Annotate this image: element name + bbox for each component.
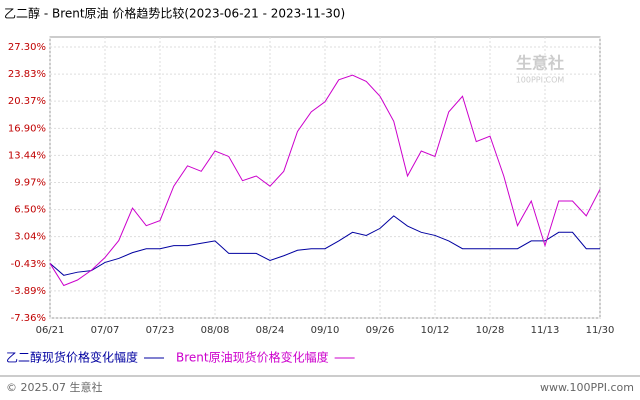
watermark-url: 100PPI.COM — [516, 76, 565, 85]
series-line — [49, 74, 601, 287]
x-tick-label: 07/07 — [91, 325, 120, 336]
x-tick-label: 11/30 — [586, 325, 615, 336]
y-tick-label: 6.50% — [14, 205, 46, 216]
x-tick-label: 11/13 — [531, 325, 560, 336]
legend-label: Brent原油现货价格变化幅度 — [176, 350, 329, 365]
x-tick-label: 09/10 — [311, 325, 340, 336]
series-line — [49, 215, 600, 276]
legend-label: 乙二醇现货价格变化幅度 — [6, 350, 138, 365]
y-tick-label: -3.89% — [11, 286, 46, 297]
x-tick-label: 08/24 — [256, 325, 285, 336]
x-tick-label: 10/28 — [476, 325, 505, 336]
y-tick-label: 27.30% — [8, 42, 46, 53]
x-tick-label: 06/21 — [36, 325, 65, 336]
x-tick-label: 09/26 — [366, 325, 395, 336]
y-tick-label: 3.04% — [14, 232, 46, 243]
watermark: 生意社 — [516, 54, 564, 73]
y-tick-label: 16.90% — [8, 123, 46, 134]
y-tick-label: 13.44% — [8, 150, 46, 161]
y-tick-label: 9.97% — [14, 178, 46, 189]
x-tick-label: 08/08 — [201, 325, 230, 336]
chart-title: 乙二醇 - Brent原油 价格趋势比较(2023-06-21 - 2023-1… — [4, 6, 345, 21]
footer-left: © 2025.07 生意社 — [6, 380, 102, 394]
y-tick-label: -7.36% — [11, 313, 46, 324]
y-tick-label: 20.37% — [8, 96, 46, 107]
y-tick-label: 23.83% — [8, 69, 46, 80]
x-tick-label: 10/12 — [421, 325, 450, 336]
x-tick-label: 07/23 — [146, 325, 175, 336]
footer-right: www.100PPI.com — [540, 381, 634, 394]
y-tick-label: -0.43% — [11, 259, 46, 270]
